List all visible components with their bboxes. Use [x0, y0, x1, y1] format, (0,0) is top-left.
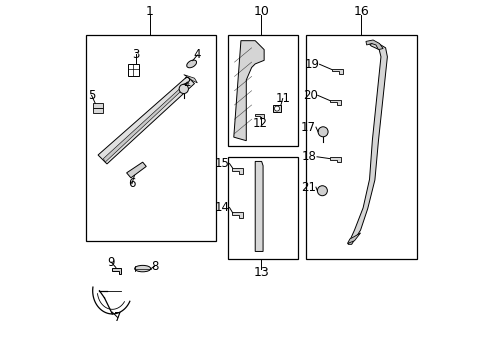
Ellipse shape — [186, 60, 196, 68]
Polygon shape — [112, 267, 121, 274]
Polygon shape — [329, 100, 341, 105]
Bar — [305, 35, 416, 258]
Polygon shape — [231, 212, 243, 218]
Text: 1: 1 — [145, 5, 153, 18]
Bar — [272, 105, 281, 112]
Text: 7: 7 — [114, 311, 121, 324]
Polygon shape — [329, 157, 340, 162]
Circle shape — [274, 106, 279, 111]
Bar — [228, 35, 298, 146]
Polygon shape — [346, 233, 360, 244]
Text: 13: 13 — [253, 266, 268, 279]
Text: 9: 9 — [107, 256, 115, 269]
Circle shape — [179, 84, 188, 94]
Bar — [228, 157, 298, 258]
Polygon shape — [98, 76, 194, 164]
Text: 8: 8 — [150, 260, 158, 273]
Polygon shape — [347, 42, 386, 244]
Text: 3: 3 — [132, 48, 139, 61]
Text: 11: 11 — [275, 92, 290, 105]
Text: 6: 6 — [128, 177, 136, 190]
Text: 18: 18 — [302, 150, 316, 163]
Text: 16: 16 — [353, 5, 368, 18]
Polygon shape — [231, 168, 243, 174]
Polygon shape — [183, 75, 197, 83]
Text: 2: 2 — [183, 76, 191, 89]
Bar — [128, 64, 139, 76]
Polygon shape — [365, 40, 382, 50]
Text: 4: 4 — [193, 49, 201, 62]
Text: 14: 14 — [214, 201, 229, 214]
Text: 10: 10 — [253, 5, 269, 18]
Text: 12: 12 — [253, 117, 267, 130]
Text: 15: 15 — [214, 157, 229, 170]
Bar — [85, 35, 216, 241]
Text: 5: 5 — [88, 89, 95, 102]
Polygon shape — [331, 68, 342, 74]
Polygon shape — [126, 162, 146, 178]
Text: 17: 17 — [300, 121, 315, 134]
Text: 20: 20 — [302, 89, 317, 102]
Circle shape — [317, 127, 327, 137]
Bar — [93, 103, 102, 108]
Polygon shape — [103, 82, 189, 162]
Polygon shape — [255, 161, 263, 251]
Polygon shape — [233, 41, 264, 141]
Text: 19: 19 — [304, 58, 319, 71]
Polygon shape — [255, 114, 263, 118]
Text: 21: 21 — [300, 181, 315, 194]
Bar — [93, 108, 102, 113]
Circle shape — [317, 186, 326, 196]
Ellipse shape — [134, 265, 150, 272]
